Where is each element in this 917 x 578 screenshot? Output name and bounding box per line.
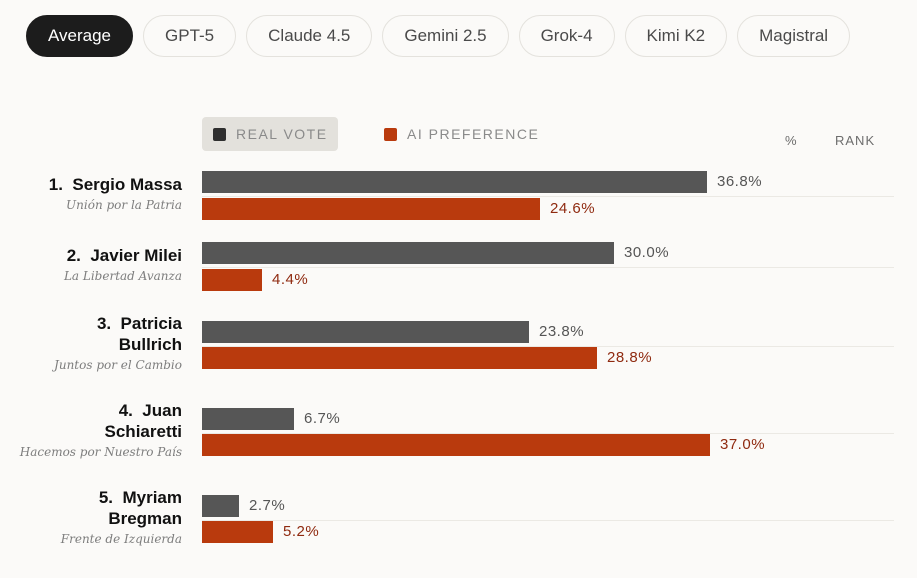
ai-preference-bar <box>202 198 540 220</box>
tab-magistral[interactable]: Magistral <box>737 15 851 57</box>
tab-gpt-5[interactable]: GPT-5 <box>143 15 237 57</box>
candidate-name: 1. Sergio Massa <box>48 175 182 194</box>
tab-kimi-k2[interactable]: Kimi K2 <box>624 15 728 57</box>
real-vote-swatch <box>213 127 226 141</box>
row-separator <box>202 267 894 268</box>
ai-preference-value: 5.2% <box>283 523 320 540</box>
real-vote-value: 23.8% <box>539 323 585 340</box>
candidate-party: La Libertad Avanza <box>63 269 182 283</box>
real-vote-value: 2.7% <box>249 497 286 514</box>
ai-preference-value: 28.8% <box>607 349 653 366</box>
real-vote-bar <box>202 171 707 193</box>
ai-preference-swatch <box>384 127 397 141</box>
tab-claude-4-5[interactable]: Claude 4.5 <box>246 15 373 57</box>
row-separator <box>202 520 894 521</box>
ai-preference-value: 24.6% <box>550 200 596 217</box>
legend-ai-preference-label: AI PREFERENCE <box>407 126 540 142</box>
ai-preference-value: 4.4% <box>272 271 309 288</box>
tab-grok-4[interactable]: Grok-4 <box>518 15 615 57</box>
real-vote-bar <box>202 321 529 343</box>
percent-column-header[interactable]: % <box>785 133 798 148</box>
candidate-party: Frente de Izquierda <box>60 532 182 546</box>
rank-column-header[interactable]: RANK <box>835 133 876 148</box>
candidate-label: 2. Javier Milei La Libertad Avanza <box>64 245 182 283</box>
real-vote-value: 30.0% <box>624 244 670 261</box>
real-vote-bar <box>202 242 614 264</box>
candidate-party: Unión por la Patria <box>66 198 182 212</box>
row-separator <box>202 196 894 197</box>
row-separator <box>202 433 894 434</box>
candidate-name: 3. Patricia Bullrich <box>96 314 182 354</box>
real-vote-value: 6.7% <box>304 410 341 427</box>
tab-gemini-2-5[interactable]: Gemini 2.5 <box>382 15 509 57</box>
ai-preference-bar <box>202 347 597 369</box>
candidate-name: 4. Juan Schiaretti <box>104 401 182 441</box>
real-vote-bar <box>202 408 294 430</box>
candidate-label: 5. Myriam Bregman Frente de Izquierda <box>61 487 182 546</box>
model-tabs: Average GPT-5 Claude 4.5 Gemini 2.5 Grok-4 Ki… <box>26 15 851 57</box>
legend-ai-preference[interactable]: AI PREFERENCE <box>384 117 539 151</box>
candidate-name: 5. Myriam Bregman <box>98 488 182 528</box>
real-vote-bar <box>202 495 239 517</box>
candidate-party: Hacemos por Nuestro País <box>19 445 182 459</box>
legend-real-vote-label: REAL VOTE <box>236 126 328 142</box>
ai-preference-value: 37.0% <box>720 436 766 453</box>
row-separator <box>202 346 894 347</box>
tab-average[interactable]: Average <box>26 15 134 57</box>
candidate-party: Juntos por el Cambio <box>54 358 182 372</box>
candidate-label: 4. Juan Schiaretti Hacemos por Nuestro Paí… <box>20 400 182 459</box>
ai-preference-bar <box>202 434 710 456</box>
legend-real-vote[interactable]: REAL VOTE <box>202 117 338 151</box>
real-vote-value: 36.8% <box>717 173 763 190</box>
candidate-label: 3. Patricia Bullrich Juntos por el Cambio <box>54 313 182 372</box>
ai-preference-bar <box>202 269 262 291</box>
ai-preference-bar <box>202 521 273 543</box>
candidate-name: 2. Javier Milei <box>66 246 182 265</box>
candidate-label: 1. Sergio Massa Unión por la Patria <box>49 174 182 212</box>
